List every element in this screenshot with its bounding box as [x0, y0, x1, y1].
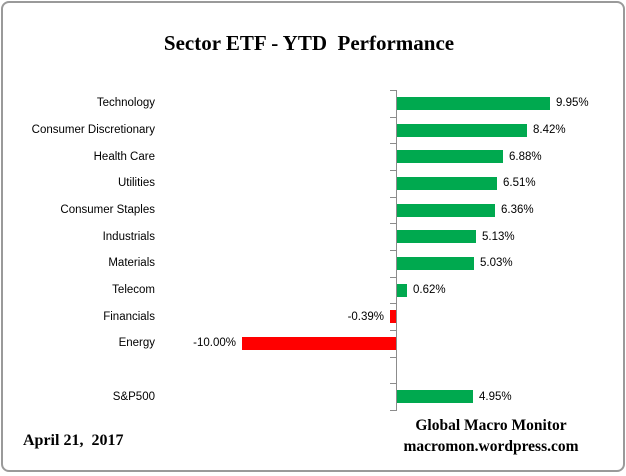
- value-label-telecom: 0.62%: [413, 284, 446, 296]
- category-label-utilities: Utilities: [117, 177, 155, 189]
- bar-telecom: [397, 284, 407, 297]
- bar-industrials: [397, 230, 476, 243]
- category-label-energy: Energy: [118, 337, 155, 349]
- date-label: April 21, 2017: [23, 432, 124, 449]
- value-label-financials: -0.39%: [347, 311, 384, 323]
- category-label-s-p500: S&P500: [112, 391, 155, 403]
- axis-tick: [390, 90, 397, 91]
- value-label-consumer-staples: 6.36%: [501, 204, 534, 216]
- footer: Global Macro Monitor macromon.wordpress.…: [370, 415, 612, 457]
- value-label-s-p500: 4.95%: [479, 391, 512, 403]
- axis-tick: [390, 117, 397, 118]
- category-label-industrials: Industrials: [102, 231, 155, 243]
- axis-tick: [390, 143, 397, 144]
- axis-tick: [390, 250, 397, 251]
- axis-tick: [390, 410, 397, 411]
- plot-area: Technology 9.95% Consumer Discretionary 8.4…: [3, 3, 626, 476]
- bar-energy: [242, 337, 396, 350]
- axis-tick: [390, 383, 397, 384]
- bar-financials: [390, 310, 396, 323]
- footer-source: Global Macro Monitor: [415, 417, 567, 434]
- bar-materials: [397, 257, 474, 270]
- category-label-telecom: Telecom: [112, 284, 155, 296]
- category-label-consumer-discretionary: Consumer Discretionary: [31, 124, 155, 136]
- category-label-consumer-staples: Consumer Staples: [60, 204, 155, 216]
- bar-health-care: [397, 150, 503, 163]
- value-label-industrials: 5.13%: [482, 231, 515, 243]
- value-label-consumer-discretionary: 8.42%: [533, 124, 566, 136]
- footer-url: macromon.wordpress.com: [403, 438, 579, 455]
- axis-tick: [390, 303, 397, 304]
- category-label-technology: Technology: [96, 97, 155, 109]
- value-label-materials: 5.03%: [480, 257, 513, 269]
- bar-consumer-discretionary: [397, 124, 527, 137]
- axis-tick: [390, 357, 397, 358]
- bar-technology: [397, 97, 550, 110]
- value-label-utilities: 6.51%: [503, 177, 536, 189]
- bar-utilities: [397, 177, 497, 190]
- category-label-health-care: Health Care: [93, 151, 155, 163]
- axis-tick: [390, 223, 397, 224]
- axis-tick: [390, 330, 397, 331]
- value-label-health-care: 6.88%: [509, 151, 542, 163]
- axis-tick: [390, 277, 397, 278]
- value-label-energy: -10.00%: [193, 337, 236, 349]
- axis-tick: [390, 197, 397, 198]
- axis-tick: [390, 170, 397, 171]
- category-label-financials: Financials: [103, 311, 155, 323]
- bar-s-p500: [397, 390, 473, 403]
- value-label-technology: 9.95%: [556, 97, 589, 109]
- bar-consumer-staples: [397, 204, 495, 217]
- category-label-materials: Materials: [108, 257, 155, 269]
- chart-title: Sector ETF - YTD Performance: [163, 31, 455, 55]
